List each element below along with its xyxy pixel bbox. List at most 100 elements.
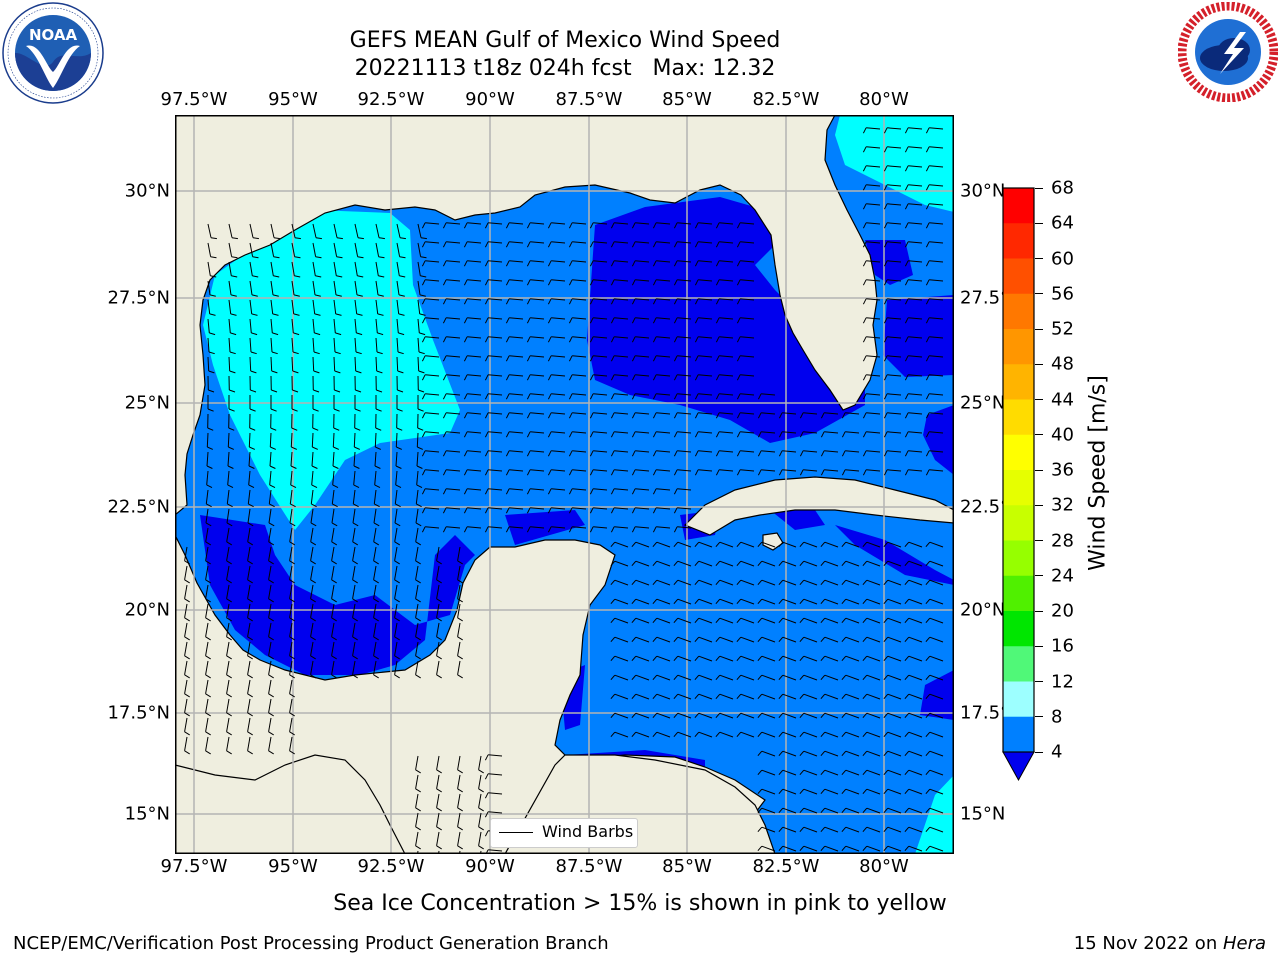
wind-barb — [593, 526, 608, 529]
wind-barb — [425, 393, 440, 396]
wind-barb — [270, 337, 273, 353]
wind-barb — [593, 222, 608, 225]
wind-barb — [572, 222, 587, 225]
wind-barb-flag — [862, 412, 867, 419]
wind-barb — [929, 655, 944, 662]
wind-barb — [887, 374, 902, 377]
wind-barb-flag — [883, 222, 888, 229]
wind-barb — [677, 598, 692, 605]
wind-barb — [396, 223, 401, 238]
lon-label-bottom: 82.5°W — [752, 856, 820, 877]
colorbar-bin — [1003, 258, 1034, 295]
wind-barb — [333, 242, 338, 257]
wind-barb-flag — [778, 750, 784, 757]
wind-barb — [635, 541, 650, 548]
wind-barb — [887, 617, 902, 624]
wind-barb — [740, 317, 755, 320]
wind-barb-flag — [397, 370, 404, 374]
wind-barb-flag — [526, 393, 531, 400]
wind-barb — [719, 374, 734, 377]
wind-barb — [332, 432, 335, 448]
wind-barb-flag — [778, 469, 783, 476]
wind-barb — [226, 603, 230, 618]
wind-barb-flag — [505, 374, 510, 381]
wind-barb-flag — [925, 769, 931, 776]
wind-barb-flag — [568, 260, 573, 267]
wind-barb-flag — [398, 294, 405, 297]
wind-barb-flag — [925, 336, 930, 343]
wind-barb-flag — [820, 617, 826, 624]
wind-barb-flag — [526, 507, 531, 514]
wind-barb-flag — [436, 769, 442, 774]
wind-barb-flag — [925, 598, 931, 605]
wind-barb-flag — [421, 526, 426, 533]
wind-barb — [184, 622, 188, 637]
wind-barb — [614, 636, 629, 643]
wind-barb — [488, 488, 503, 491]
wind-barb-flag — [230, 332, 237, 336]
wind-barb-flag — [484, 355, 489, 362]
wind-barb-flag — [862, 393, 867, 400]
wind-barb-flag — [505, 222, 510, 229]
wind-barb — [415, 603, 419, 618]
lon-label-top: 92.5°W — [357, 89, 425, 110]
wind-barb — [824, 693, 839, 700]
wind-barb — [761, 807, 776, 814]
wind-barb — [417, 280, 421, 295]
wind-barb — [488, 241, 503, 244]
wind-barb — [488, 849, 503, 852]
wind-barb — [226, 527, 230, 542]
wind-barb — [782, 560, 797, 567]
wind-barb-flag — [883, 541, 889, 548]
wind-barb — [333, 356, 336, 372]
wind-barb — [488, 393, 503, 396]
wind-barb-flag — [289, 541, 296, 546]
wind-barb-flag — [250, 389, 257, 393]
wind-barb — [719, 355, 734, 358]
wind-barb-flag — [883, 750, 889, 757]
wind-barb-flag — [778, 636, 784, 643]
wind-barb — [226, 679, 230, 694]
wind-barb — [374, 470, 377, 485]
wind-barb — [467, 393, 482, 396]
wind-barb-flag — [799, 617, 805, 624]
wind-barb — [740, 298, 755, 301]
wind-barb — [593, 507, 608, 510]
wind-barb-flag — [463, 526, 468, 533]
wind-barb — [331, 546, 335, 561]
wind-barb-flag — [315, 237, 322, 240]
wind-barb — [249, 261, 253, 276]
wind-barb — [207, 280, 211, 295]
wind-barb — [373, 584, 377, 599]
colorbar-tick-label: 52 — [1051, 318, 1074, 340]
wind-barb — [803, 655, 818, 662]
wind-barb-flag — [352, 598, 358, 603]
wind-barb-flag — [547, 393, 552, 400]
wind-barb — [677, 617, 692, 624]
wind-barb — [866, 336, 881, 339]
wind-barb-flag — [694, 731, 700, 738]
wind-barb — [425, 526, 440, 529]
colorbar-tick-mark — [1035, 434, 1043, 436]
wind-barb-flag — [463, 488, 468, 495]
wind-barb — [509, 317, 524, 320]
wind-barb-flag — [862, 127, 867, 134]
wind-barb-flag — [526, 469, 531, 476]
wind-barb — [719, 412, 734, 415]
wind-barb — [354, 318, 357, 333]
wind-barb-flag — [799, 636, 805, 643]
wind-barb — [289, 565, 293, 580]
wind-barb-flag — [421, 317, 426, 324]
wind-barb-flag — [652, 636, 658, 643]
wind-barb-flag — [652, 336, 657, 343]
wind-barb — [425, 488, 440, 491]
wind-barb — [509, 374, 524, 377]
colorbar-bin — [1003, 188, 1034, 224]
wind-barb-flag — [631, 674, 637, 681]
wind-barb — [761, 431, 776, 434]
wind-barb — [373, 565, 377, 580]
wind-barb-flag — [715, 355, 720, 362]
wind-barb — [226, 489, 230, 504]
wind-barb-flag — [925, 184, 930, 191]
wind-barb-flag — [484, 488, 489, 495]
